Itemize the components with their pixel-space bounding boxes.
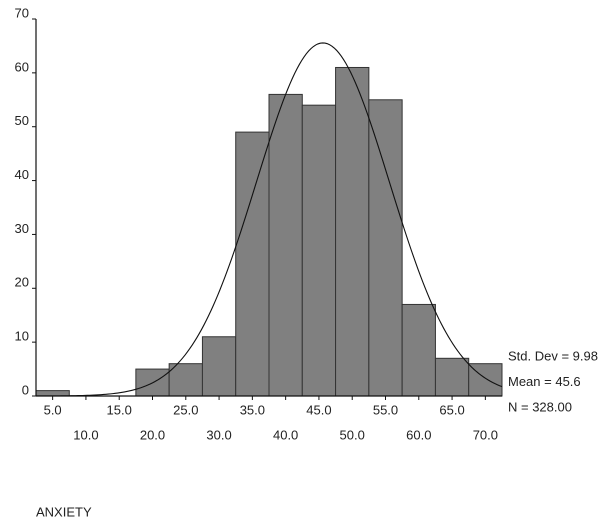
x-tick-label: 70.0: [473, 427, 498, 442]
bar: [368, 99, 403, 397]
y-tick-label: 40: [15, 167, 29, 182]
bar: [434, 357, 470, 397]
bar: [168, 363, 203, 397]
x-tick-label: 30.0: [206, 427, 231, 442]
y-tick-label: 50: [15, 113, 29, 128]
y-tick-label: 0: [22, 382, 29, 397]
x-tick-label: 40.0: [273, 427, 298, 442]
bar: [235, 131, 270, 397]
bar: [301, 104, 337, 397]
fit-statistic: Mean = 45.6: [508, 374, 581, 389]
x-tick-label: 15.0: [107, 402, 132, 417]
y-tick-label: 10: [15, 329, 29, 344]
fit-statistic: N = 328.00: [508, 399, 572, 414]
bar: [335, 66, 370, 397]
y-tick-label: 60: [15, 59, 29, 74]
bar: [35, 390, 70, 397]
bar: [201, 336, 237, 397]
x-tick-label: 60.0: [406, 427, 431, 442]
x-axis-label: ANXIETY: [36, 504, 92, 519]
bar: [268, 93, 303, 397]
x-tick-label: 45.0: [306, 402, 331, 417]
y-tick-label: 20: [15, 275, 29, 290]
bar: [401, 303, 436, 397]
normal-curve: [35, 42, 503, 397]
x-tick-label: 50.0: [340, 427, 365, 442]
x-tick-label: 35.0: [240, 402, 265, 417]
y-tick-label: 70: [15, 5, 29, 20]
x-tick-label: 55.0: [373, 402, 398, 417]
fit-statistic: Std. Dev = 9.98: [508, 348, 598, 363]
x-tick-label: 5.0: [44, 402, 62, 417]
x-tick-label: 65.0: [439, 402, 464, 417]
x-tick-label: 20.0: [140, 427, 165, 442]
y-tick-label: 30: [15, 221, 29, 236]
x-tick-label: 25.0: [173, 402, 198, 417]
x-tick-label: 10.0: [73, 427, 98, 442]
